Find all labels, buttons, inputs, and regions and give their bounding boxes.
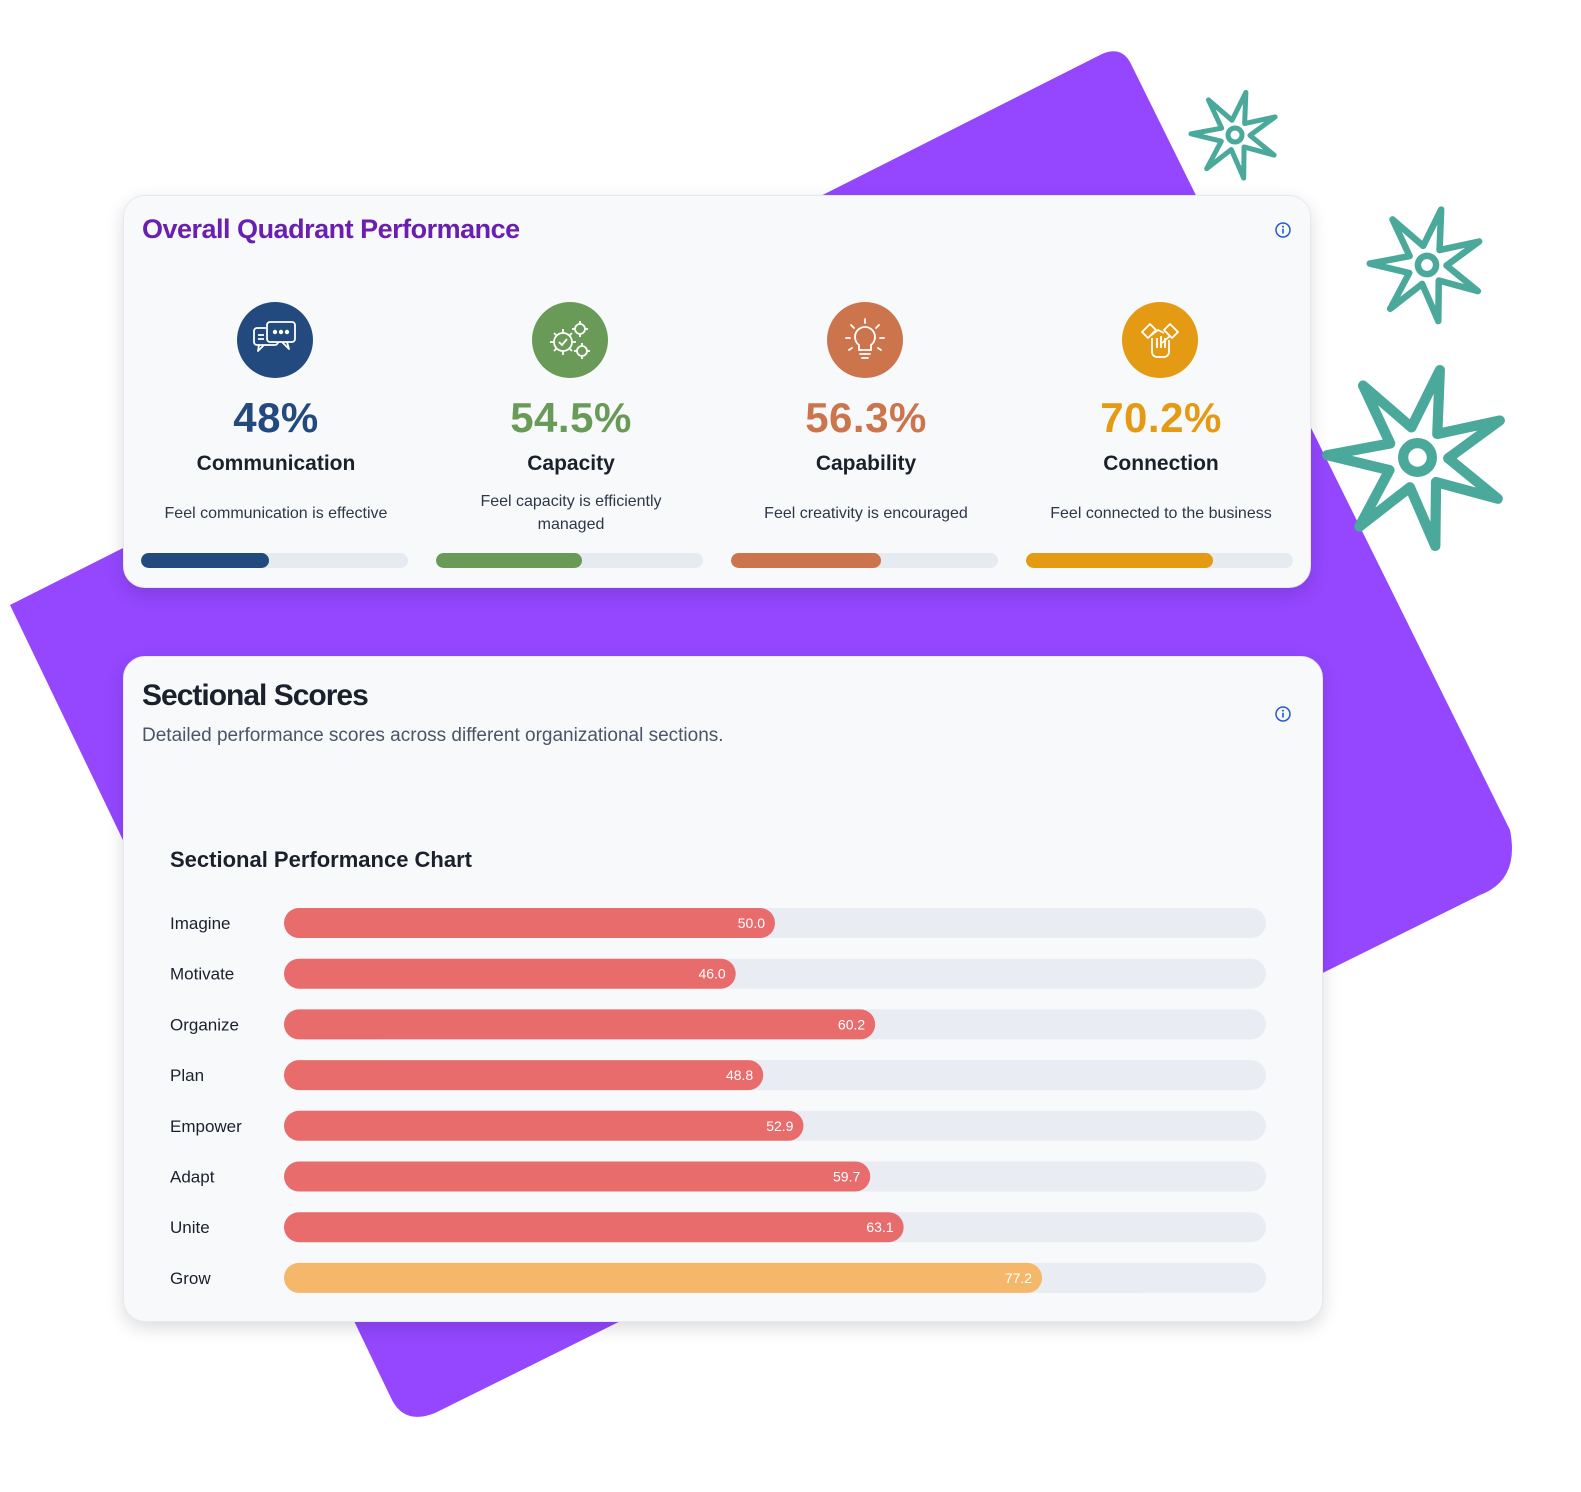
teal-star-icon [1188,89,1278,181]
bar [284,1060,764,1091]
bar-value-label: 63.1 [866,1219,893,1235]
bar-value-label: 60.2 [838,1016,865,1032]
quadrant-percent: 56.3% [805,394,927,441]
category-label: Imagine [170,914,230,933]
info-icon[interactable] [1274,221,1292,239]
category-label: Organize [170,1015,239,1034]
quadrant-description: Feel creativity is encouraged [764,504,968,522]
quadrant-progress-fill [1026,553,1214,568]
quadrant-progress-bar [1026,553,1293,568]
quadrant-name: Capacity [527,452,615,475]
quadrant-performance-card: Overall Quadrant Performance 48% Communi… [123,195,1311,588]
bar [284,1009,876,1040]
sectional-scores-card: Sectional Scores Detailed performance sc… [123,656,1323,1322]
quadrant-progress-bar [436,553,703,568]
bar-value-label: 46.0 [698,966,725,982]
quadrant-percent: 70.2% [1100,394,1222,441]
teal-star-icon [1366,206,1483,325]
quadrant-name: Connection [1103,452,1219,475]
teal-star-icon [1322,364,1505,552]
quadrant-name: Capability [815,452,917,475]
quadrant-progress-bar [731,553,998,568]
category-label: Adapt [170,1168,215,1187]
bar [284,1110,804,1141]
info-icon[interactable] [1274,705,1292,723]
category-label: Unite [170,1218,210,1237]
bar [284,1212,904,1243]
bar-value-label: 48.8 [726,1067,753,1083]
category-label: Plan [170,1066,204,1085]
category-label: Motivate [170,965,234,984]
bar-value-label: 50.0 [738,915,765,931]
sectional-performance-chart: Imagine 50.0 Motivate 46.0 Organize 60.2 Plan 4… [170,908,1266,1293]
quadrant-description: Feel connected to the business [1050,504,1272,522]
handshake-icon [1122,302,1198,378]
quadrant-percent: 48% [233,394,319,441]
chat-bubbles-icon [237,302,313,378]
quadrant-progress-fill [141,553,270,568]
bar-value-label: 77.2 [1005,1270,1032,1286]
bar-value-label: 52.9 [766,1118,793,1134]
quadrant-progress-bar [141,553,408,568]
quadrant-percent: 54.5% [510,394,632,441]
lightbulb-icon [827,302,903,378]
chart-title: Sectional Performance Chart [170,847,472,872]
quadrant-card-title: Overall Quadrant Performance [142,214,520,244]
category-label: Grow [170,1269,211,1288]
bar [284,1262,1043,1293]
bar [284,908,775,938]
quadrant-progress-fill [436,553,582,568]
sectional-card-subtitle: Detailed performance scores across diffe… [142,725,724,746]
bar [284,958,736,989]
gears-icon [532,302,608,378]
quadrant-description: Feel capacity is efficiently managed [480,493,662,533]
quadrant-description: Feel communication is effective [164,504,388,522]
bar [284,1161,871,1192]
bar-value-label: 59.7 [833,1169,860,1185]
quadrant-progress-fill [731,553,882,568]
quadrant-name: Communication [196,452,356,475]
category-label: Empower [170,1117,242,1136]
sectional-card-title: Sectional Scores [142,679,369,712]
